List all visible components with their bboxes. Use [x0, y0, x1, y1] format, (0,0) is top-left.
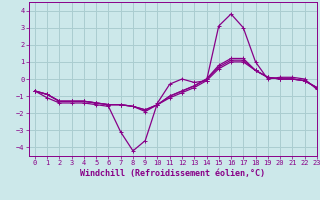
X-axis label: Windchill (Refroidissement éolien,°C): Windchill (Refroidissement éolien,°C): [80, 169, 265, 178]
